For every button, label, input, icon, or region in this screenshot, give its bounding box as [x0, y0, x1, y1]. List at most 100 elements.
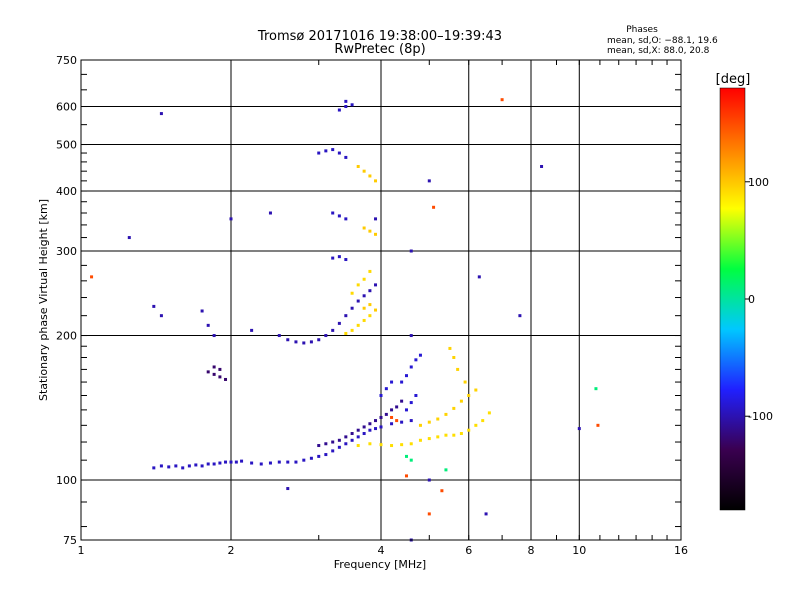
- data-point: [594, 387, 598, 391]
- data-point: [500, 98, 504, 102]
- data-point: [206, 370, 210, 374]
- data-point: [268, 461, 272, 465]
- data-point: [187, 464, 191, 468]
- data-point: [404, 374, 408, 378]
- data-point: [344, 331, 348, 335]
- data-point: [418, 423, 422, 427]
- data-point: [474, 423, 478, 427]
- data-point: [368, 289, 372, 293]
- data-point: [331, 256, 335, 260]
- data-point: [400, 443, 404, 447]
- x-tick-label: 8: [528, 544, 535, 557]
- data-point: [344, 314, 348, 318]
- data-point: [467, 428, 471, 432]
- data-point: [337, 445, 341, 449]
- data-point: [324, 149, 328, 153]
- data-point: [418, 353, 422, 357]
- data-point: [309, 456, 313, 460]
- data-point: [374, 427, 378, 431]
- data-point: [452, 406, 456, 410]
- data-point: [302, 341, 306, 345]
- data-point: [374, 179, 378, 183]
- data-point: [294, 460, 298, 464]
- data-point: [400, 380, 404, 384]
- data-point: [218, 375, 222, 379]
- y-tick-label: 75: [63, 534, 77, 547]
- data-point: [409, 401, 413, 405]
- x-tick-label: 16: [674, 544, 688, 557]
- data-point: [324, 453, 328, 457]
- data-point: [356, 435, 360, 439]
- data-point: [467, 394, 471, 398]
- x-axis-label: Frequency [MHz]: [334, 558, 426, 571]
- data-point: [331, 211, 335, 215]
- data-point: [362, 294, 366, 298]
- data-point: [379, 394, 383, 398]
- data-point: [384, 387, 388, 391]
- data-point: [224, 377, 228, 381]
- y-tick-label: 400: [56, 185, 77, 198]
- data-point: [362, 306, 366, 310]
- data-point: [331, 449, 335, 453]
- data-point: [218, 461, 222, 465]
- x-tick-label: 6: [465, 544, 472, 557]
- x-tick-label: 1: [78, 544, 85, 557]
- data-point: [331, 328, 335, 332]
- data-point: [356, 323, 360, 327]
- data-point: [400, 399, 404, 403]
- data-point: [212, 372, 216, 376]
- data-point: [152, 466, 156, 470]
- data-point: [356, 428, 360, 432]
- data-point: [181, 466, 185, 470]
- data-point: [427, 420, 431, 424]
- grid-lines: [81, 60, 681, 540]
- data-point: [159, 464, 163, 468]
- data-point: [362, 169, 366, 173]
- data-point: [337, 438, 341, 442]
- data-point: [395, 419, 399, 423]
- data-point: [268, 211, 272, 215]
- data-point: [368, 422, 372, 426]
- data-point: [362, 425, 366, 429]
- data-point: [224, 460, 228, 464]
- data-point: [368, 269, 372, 273]
- data-point: [390, 422, 394, 426]
- data-point: [344, 435, 348, 439]
- data-point: [317, 454, 321, 458]
- data-point: [540, 164, 544, 168]
- data-point: [229, 460, 233, 464]
- data-point: [286, 338, 290, 342]
- data-point: [390, 380, 394, 384]
- chart-subtitle: RwPretec (8p): [334, 42, 425, 57]
- data-point: [444, 468, 448, 472]
- y-tick-label: 750: [56, 54, 77, 67]
- data-point: [234, 460, 238, 464]
- data-point: [337, 214, 341, 218]
- colorbar-tick-label: 100: [748, 176, 769, 189]
- data-point: [206, 323, 210, 327]
- data-point: [362, 318, 366, 322]
- data-point: [418, 438, 422, 442]
- data-point: [379, 425, 383, 429]
- data-point: [481, 419, 485, 423]
- data-point: [337, 108, 341, 112]
- data-point: [474, 388, 478, 392]
- data-point: [344, 105, 348, 109]
- data-point: [452, 433, 456, 437]
- data-point: [350, 438, 354, 442]
- data-point: [337, 151, 341, 155]
- data-point: [577, 427, 581, 431]
- data-point: [350, 291, 354, 295]
- data-point: [368, 442, 372, 446]
- x-tick-label: 2: [228, 544, 235, 557]
- data-point: [350, 103, 354, 107]
- data-point: [167, 465, 171, 469]
- data-point: [200, 309, 204, 313]
- data-point: [487, 411, 491, 415]
- data-point: [463, 380, 467, 384]
- data-point: [194, 463, 198, 467]
- data-point: [344, 258, 348, 262]
- data-point: [374, 217, 378, 221]
- data-point: [229, 217, 233, 221]
